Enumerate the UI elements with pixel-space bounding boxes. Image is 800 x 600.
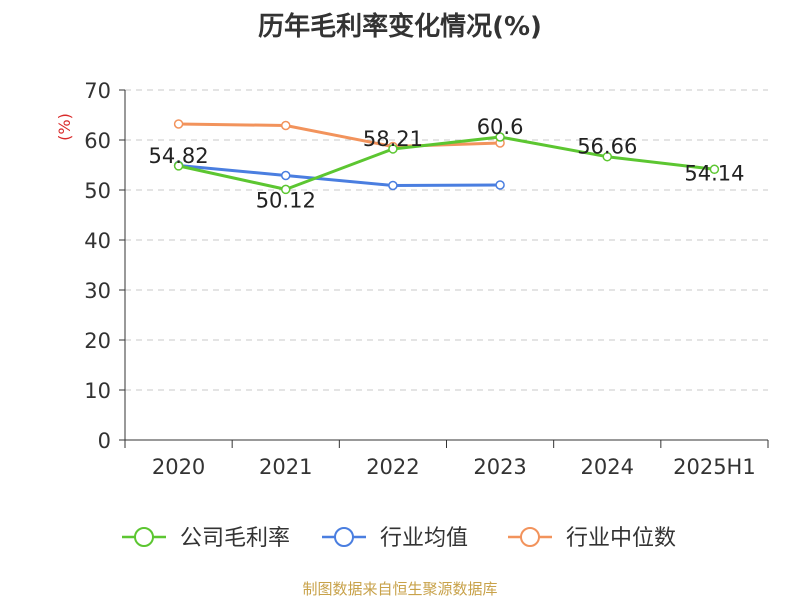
legend-label: 公司毛利率: [180, 526, 290, 551]
y-tick-label: 50: [84, 179, 111, 203]
legend-item-0: 公司毛利率: [122, 526, 290, 551]
data-point: [495, 180, 505, 190]
data-label: 56.66: [577, 135, 637, 159]
data-point: [602, 151, 612, 162]
y-tick-label: 70: [84, 79, 111, 103]
series-line-0: [178, 135, 715, 191]
data-point: [173, 161, 184, 171]
data-label: 50.12: [256, 188, 316, 212]
x-tick-label: 2020: [152, 455, 205, 479]
y-tick-label: 60: [84, 129, 111, 153]
y-tick-label: 10: [84, 379, 111, 403]
data-point: [388, 144, 398, 154]
axes: 0 10 20 30 40 50 60 70 2020 2021 2022 2023 2024 2025H…: [84, 79, 769, 479]
x-tick-label: 2024: [581, 455, 634, 479]
x-tick-label: 2021: [259, 455, 312, 479]
series-line-1: [178, 164, 501, 187]
legend-label: 行业中位数: [566, 526, 676, 551]
legend-label: 行业均值: [380, 526, 468, 551]
data-label: 54.14: [684, 161, 744, 185]
y-tick-label: 30: [84, 279, 111, 303]
chart-title: 历年毛利率变化情况(%): [258, 12, 542, 42]
grid-lines: [125, 89, 768, 391]
data-point: [495, 132, 505, 142]
legend-marker: [134, 527, 154, 547]
series-line-2: [178, 122, 501, 148]
y-tick-label: 0: [98, 429, 111, 453]
legend: 公司毛利率 行业均值 行业中位数: [122, 526, 676, 551]
legend-marker: [520, 527, 540, 547]
data-point: [281, 120, 291, 131]
x-tick-label: 2022: [366, 455, 419, 479]
data-label: 58.21: [363, 127, 423, 151]
data-label: 54.82: [149, 144, 209, 168]
x-tick-label: 2025H1: [673, 455, 756, 479]
y-tick-label: 40: [84, 229, 111, 253]
legend-marker: [334, 527, 354, 547]
series: [173, 119, 720, 195]
data-point: [281, 170, 291, 181]
y-tick-label: 20: [84, 329, 111, 353]
y-axis-label: (%): [55, 113, 74, 141]
x-tick-label: 2023: [473, 455, 526, 479]
data-label: 60.6: [477, 115, 524, 139]
source-note: 制图数据来自恒生聚源数据库: [302, 580, 498, 598]
data-labels: 54.82 50.12 58.21 60.6 56.66 54.14: [149, 115, 745, 212]
data-point: [388, 180, 398, 191]
data-point: [281, 184, 291, 195]
legend-item-1: 行业均值: [322, 526, 468, 551]
data-point: [709, 164, 720, 175]
legend-item-2: 行业中位数: [508, 526, 676, 551]
data-point: [173, 119, 184, 129]
